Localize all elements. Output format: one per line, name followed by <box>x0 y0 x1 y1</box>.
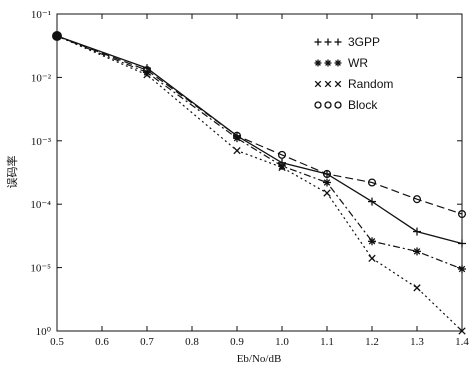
legend-item-random: Random <box>314 77 393 91</box>
y-tick-label: 10⁻¹ <box>31 9 51 21</box>
data-point-circle <box>322 169 332 179</box>
data-point-circle <box>367 178 377 187</box>
series-line-block <box>56 35 463 215</box>
y-axis-ticks: 10⁰ 10⁻⁵ 10⁻⁴ 10⁻³ 10⁻² 10⁻¹ <box>30 9 462 338</box>
y-tick-label: 10⁻⁵ <box>30 263 51 275</box>
data-point-plus <box>368 197 376 206</box>
legend-label: 3GPP <box>348 35 380 49</box>
data-point-circle <box>412 195 422 204</box>
y-axis-label: 误码率 <box>5 156 19 189</box>
legend-item-block: Block <box>314 98 378 112</box>
x-tick-label: 0.6 <box>95 336 109 348</box>
series-3gpp <box>53 31 466 248</box>
data-point-circle <box>142 66 152 75</box>
legend: 3GPP WR Random Block <box>314 35 393 112</box>
data-point-plus <box>324 38 332 46</box>
y-tick-label: 10⁻³ <box>31 136 52 148</box>
legend-label: WR <box>348 56 368 70</box>
legend-item-wr: WR <box>314 56 368 70</box>
series-block <box>52 31 467 219</box>
data-point-circle <box>324 101 332 109</box>
data-point-plus <box>334 38 342 46</box>
series-random <box>53 32 466 335</box>
data-point-x <box>323 189 331 197</box>
y-tick-label: 10⁻⁴ <box>30 199 51 211</box>
x-tick-label: 0.9 <box>230 336 244 348</box>
x-tick-label: 0.8 <box>185 336 199 348</box>
x-axis-ticks: 0.5 0.6 0.7 0.8 0.9 1.0 1.1 1.2 1.3 1.4 <box>50 14 469 348</box>
plot-frame <box>56 13 463 332</box>
y-tick-label: 10⁻² <box>31 72 52 84</box>
series-line-wr <box>56 35 463 270</box>
data-point-x <box>413 284 421 292</box>
data-point-circle <box>232 131 242 140</box>
data-point-x <box>324 80 332 88</box>
data-point-circle <box>457 209 467 219</box>
data-point-asterisk <box>368 237 376 246</box>
x-tick-label: 0.7 <box>140 336 154 348</box>
data-point-asterisk <box>413 247 421 256</box>
data-point-asterisk <box>323 178 331 187</box>
series-line-3gpp <box>56 35 463 245</box>
series-line-random <box>56 35 463 332</box>
data-point-asterisk <box>334 59 342 67</box>
data-point-asterisk <box>458 265 466 274</box>
x-tick-label: 1.4 <box>455 336 469 348</box>
legend-label: Block <box>348 98 378 112</box>
series-layer <box>52 30 467 335</box>
data-point-plus <box>413 227 421 236</box>
x-tick-label: 1.0 <box>275 336 289 348</box>
x-axis-label: Eb/No/dB <box>237 353 282 365</box>
legend-label: Random <box>348 77 393 91</box>
data-point-x <box>458 327 466 335</box>
data-point-plus <box>314 38 322 46</box>
data-point-plus <box>458 239 466 248</box>
data-point-x <box>278 163 286 172</box>
legend-item-3gpp: 3GPP <box>314 35 380 49</box>
data-point-circle <box>314 101 322 109</box>
x-tick-label: 1.3 <box>410 336 424 348</box>
data-point-x <box>334 80 342 88</box>
x-tick-label: 1.2 <box>365 336 379 348</box>
data-point-circle <box>277 150 287 159</box>
data-point-asterisk <box>314 59 322 67</box>
series-wr <box>53 31 466 274</box>
data-point-asterisk <box>324 59 332 67</box>
data-point-x <box>233 146 241 155</box>
y-tick-label: 10⁰ <box>36 326 52 338</box>
x-tick-label: 1.1 <box>320 336 334 348</box>
start-point-marker <box>52 30 62 41</box>
x-tick-label: 0.5 <box>50 336 64 348</box>
data-point-x <box>368 254 376 262</box>
data-point-circle <box>334 101 342 109</box>
data-point-x <box>314 80 322 88</box>
